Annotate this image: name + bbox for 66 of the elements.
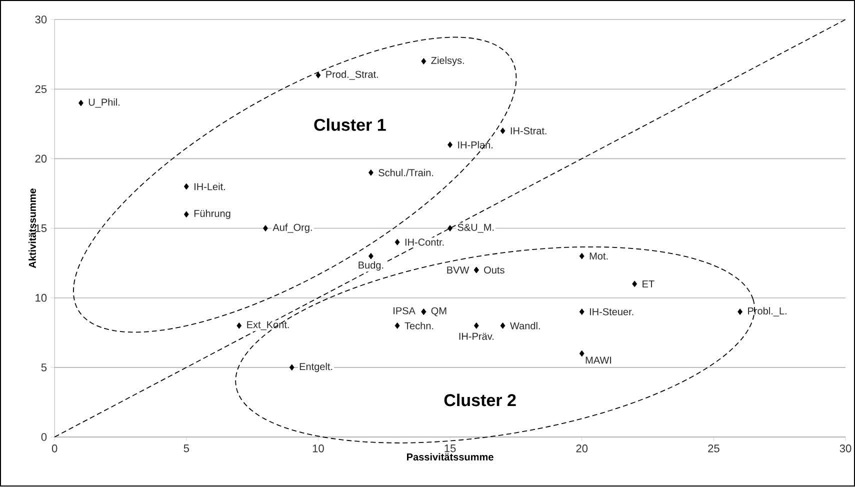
annotation: U_Phil. [88,98,120,108]
annotation: IH-Strat. [510,128,546,135]
annotation: IH-Leit. [194,183,225,190]
annotation: IH-Contr. [405,238,444,246]
annotation: Cluster 2 [444,394,516,406]
x-tick-label: 0 [52,444,58,453]
annotation: BVW [447,266,470,274]
y-tick-label: 15 [36,224,47,232]
annotation: Prod._Strat. [326,70,378,80]
y-tick-label: 0 [41,433,47,442]
annotation: Techn. [404,322,434,330]
y-tick-label: 30 [35,16,47,24]
y-tick-label: 20 [35,154,47,163]
point [579,308,584,316]
annotation: Führung [194,210,230,220]
annotation: MAWI [586,356,612,364]
x-tick-label: 25 [708,444,720,453]
annotation: QM [431,308,446,316]
annotation: Probl._L. [748,307,786,317]
point [184,184,189,190]
y-tick-label: 25 [35,85,47,94]
point [474,322,479,330]
annotation: Wandl. [510,322,540,330]
point [448,142,452,148]
annotation: IPSA [394,307,416,315]
point [263,225,268,232]
annotation: Zielsys. [431,56,464,66]
point [316,72,321,79]
annotation: Schul./Train. [378,169,434,176]
annotation: IH-Steuer. [590,308,634,316]
annotation: Mot. [590,252,608,260]
annotation: S&U_M. [458,224,494,233]
point [394,239,400,246]
x-axis-title: Passivitätssumme [407,453,494,461]
point [500,128,506,134]
point [394,322,400,330]
point [579,253,584,260]
x-tick-label: 15 [444,444,456,452]
annotation: Ext_Kont. [247,321,289,330]
y-tick-label: 5 [41,364,47,372]
x-tick-label: 20 [576,444,588,453]
point [421,58,426,65]
point [632,280,638,288]
point [448,225,452,232]
point [579,350,584,357]
x-tick-label: 30 [840,444,852,453]
annotation: IH-Plan. [458,141,492,149]
point [368,170,374,176]
annotation: Outs [484,266,504,274]
point [236,322,242,330]
x-tick-label: 10 [312,444,324,453]
point [368,253,374,260]
point [184,211,189,218]
y-axis-title: Aktivitätssumme [28,188,36,268]
annotation: ET [642,280,654,288]
point [738,308,742,316]
x-tick-label: 5 [184,444,189,452]
point [78,100,84,106]
y-tick-label: 10 [36,294,47,302]
annotation: Cluster 1 [314,118,386,132]
point [500,322,506,330]
annotation: Budg. [358,262,384,271]
annotation: Auf_Org. [272,224,312,234]
annotation: Entgelt. [300,362,332,372]
point [289,364,294,371]
annotation: IH-Präv. [459,333,494,340]
